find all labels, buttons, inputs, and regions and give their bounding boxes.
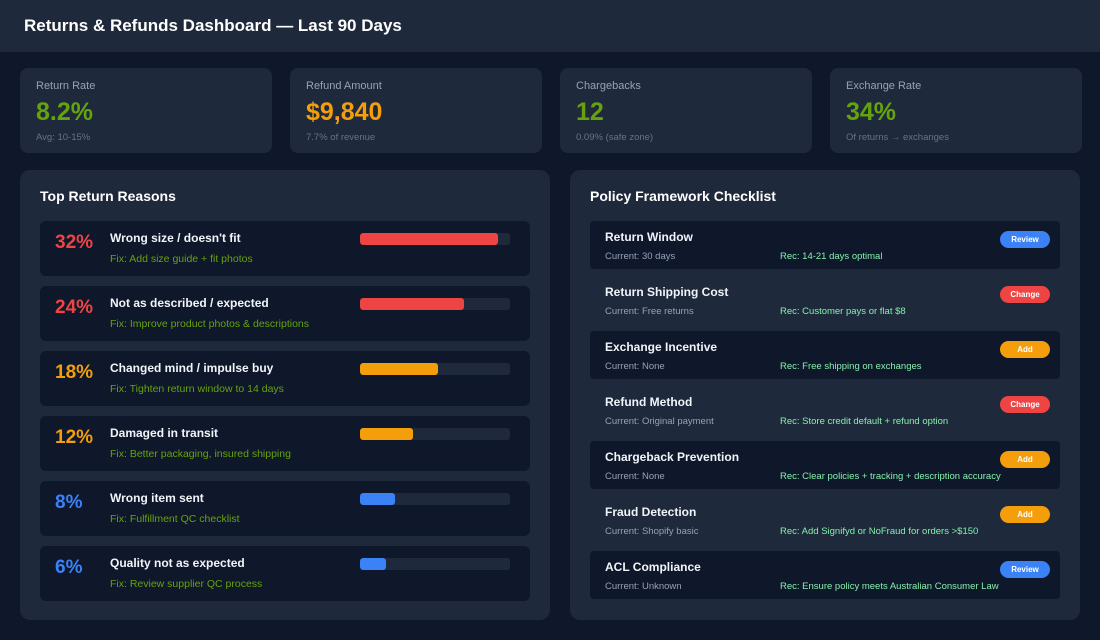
- kpi-card-return-rate: Return Rate 8.2% Avg: 10-15%: [20, 68, 272, 153]
- policy-current-value: Current: Original payment: [605, 416, 714, 427]
- reason-fix: Fix: Improve product photos & descriptio…: [110, 318, 310, 330]
- policy-row: Return Window Current: 30 days Rec: 14-21 …: [590, 221, 1060, 269]
- reason-row: 8% Wrong item sent Fix: Fulfillment QC che…: [40, 481, 530, 536]
- reason-fix: Fix: Fulfillment QC checklist: [110, 513, 240, 525]
- reason-row: 24% Not as described / expected Fix: Impro…: [40, 286, 530, 341]
- policy-checklist-panel: Policy Framework Checklist Return Window…: [570, 170, 1080, 620]
- reason-row: 18% Changed mind / impulse buy Fix: Tighte…: [40, 351, 530, 406]
- reason-percent: 8%: [55, 492, 83, 513]
- policy-current-value: Current: Shopify basic: [605, 526, 699, 537]
- reason-row: 6% Quality not as expected Fix: Review sup…: [40, 546, 530, 601]
- reason-title: Wrong size / doesn't fit: [110, 231, 241, 245]
- policy-title: Exchange Incentive: [605, 340, 718, 354]
- kpi-label: Exchange Rate: [846, 80, 922, 92]
- reason-bar-track: [360, 298, 510, 310]
- policy-row: Fraud Detection Current: Shopify basic Rec…: [590, 496, 1060, 544]
- header-bar: Returns & Refunds Dashboard — Last 90 Da…: [0, 0, 1100, 52]
- reason-bar-fill: [360, 363, 438, 375]
- reason-row: 12% Damaged in transit Fix: Better packagi…: [40, 416, 530, 471]
- reason-bar-fill: [360, 233, 498, 245]
- kpi-card-chargebacks: Chargebacks 12 0.09% (safe zone): [560, 68, 812, 153]
- kpi-value: 34%: [846, 98, 897, 126]
- reason-title: Wrong item sent: [110, 491, 204, 505]
- reason-bar-fill: [360, 558, 386, 570]
- reason-bar-track: [360, 493, 510, 505]
- reason-bar-track: [360, 233, 510, 245]
- kpi-card-exchange-rate: Exchange Rate 34% Of returns → exchanges: [830, 68, 1082, 153]
- policy-row: ACL Compliance Current: Unknown Rec: Ensur…: [590, 551, 1060, 599]
- reason-percent: 24%: [55, 297, 94, 318]
- kpi-subtext: 7.7% of revenue: [306, 132, 376, 143]
- policy-row: Return Shipping Cost Current: Free return…: [590, 276, 1060, 324]
- kpi-label: Refund Amount: [306, 80, 382, 92]
- kpi-subtext: Avg: 10-15%: [36, 132, 91, 143]
- reason-percent: 32%: [55, 232, 94, 253]
- policy-current-value: Current: None: [605, 361, 665, 372]
- kpi-subtext: Of returns → exchanges: [846, 132, 949, 143]
- policy-title: Refund Method: [605, 395, 693, 409]
- policy-action-badge[interactable]: Change: [1000, 286, 1050, 303]
- policy-current-value: Current: Free returns: [605, 306, 694, 317]
- policy-action-badge[interactable]: Add: [1000, 506, 1050, 523]
- policy-recommendation: Rec: Ensure policy meets Australian Cons…: [780, 581, 999, 592]
- kpi-card-refund-amount: Refund Amount $9,840 7.7% of revenue: [290, 68, 542, 153]
- policy-title: Fraud Detection: [605, 505, 697, 519]
- reason-fix: Fix: Review supplier QC process: [110, 578, 263, 590]
- policy-title: Chargeback Prevention: [605, 450, 740, 464]
- reason-bar-fill: [360, 493, 395, 505]
- policy-current-value: Current: Unknown: [605, 581, 682, 592]
- reason-bar-track: [360, 428, 510, 440]
- panel-title: Top Return Reasons: [40, 188, 176, 204]
- policy-row: Refund Method Current: Original payment Re…: [590, 386, 1060, 434]
- reason-title: Quality not as expected: [110, 556, 245, 570]
- reason-bar-fill: [360, 298, 464, 310]
- page-title: Returns & Refunds Dashboard — Last 90 Da…: [24, 16, 402, 35]
- reason-bar-fill: [360, 428, 413, 440]
- policy-row: Exchange Incentive Current: None Rec: Free…: [590, 331, 1060, 379]
- reason-fix: Fix: Better packaging, insured shipping: [110, 448, 291, 460]
- reason-title: Damaged in transit: [110, 426, 219, 440]
- reasons-list: 32% Wrong size / doesn't fit Fix: Add size…: [40, 221, 530, 601]
- policy-recommendation: Rec: Store credit default + refund optio…: [780, 416, 949, 427]
- policy-recommendation: Rec: Add Signifyd or NoFraud for orders …: [780, 526, 979, 537]
- kpi-value: 8.2%: [36, 98, 93, 126]
- policy-action-badge[interactable]: Change: [1000, 396, 1050, 413]
- reason-fix: Fix: Tighten return window to 14 days: [110, 383, 284, 395]
- policy-action-badge[interactable]: Add: [1000, 341, 1050, 358]
- policy-current-value: Current: 30 days: [605, 251, 676, 262]
- reason-title: Not as described / expected: [110, 296, 269, 310]
- policy-title: ACL Compliance: [605, 560, 701, 574]
- kpi-label: Chargebacks: [576, 80, 641, 92]
- policy-recommendation: Rec: Customer pays or flat $8: [780, 306, 906, 317]
- policy-current-value: Current: None: [605, 471, 665, 482]
- policy-title: Return Window: [605, 230, 693, 244]
- policy-recommendation: Rec: 14-21 days optimal: [780, 251, 883, 262]
- kpi-value: $9,840: [306, 98, 383, 126]
- kpi-value: 12: [576, 98, 604, 126]
- policy-action-badge[interactable]: Review: [1000, 561, 1050, 578]
- policy-recommendation: Rec: Clear policies + tracking + descrip…: [780, 471, 1001, 482]
- policy-title: Return Shipping Cost: [605, 285, 729, 299]
- reason-bar-track: [360, 363, 510, 375]
- policy-action-badge[interactable]: Add: [1000, 451, 1050, 468]
- reason-fix: Fix: Add size guide + fit photos: [110, 253, 253, 265]
- policy-list: Return Window Current: 30 days Rec: 14-21 …: [590, 221, 1060, 599]
- reason-percent: 12%: [55, 427, 94, 448]
- reason-percent: 6%: [55, 557, 83, 578]
- reason-row: 32% Wrong size / doesn't fit Fix: Add size…: [40, 221, 530, 276]
- reason-percent: 18%: [55, 362, 94, 383]
- reason-bar-track: [360, 558, 510, 570]
- return-reasons-panel: Top Return Reasons 32% Wrong size / doesn…: [20, 170, 550, 620]
- panel-title: Policy Framework Checklist: [590, 188, 776, 204]
- kpi-subtext: 0.09% (safe zone): [576, 132, 654, 143]
- policy-action-badge[interactable]: Review: [1000, 231, 1050, 248]
- kpi-label: Return Rate: [36, 80, 96, 92]
- policy-recommendation: Rec: Free shipping on exchanges: [780, 361, 922, 372]
- policy-row: Chargeback Prevention Current: None Rec: C…: [590, 441, 1060, 489]
- reason-title: Changed mind / impulse buy: [110, 361, 274, 375]
- kpi-row: Return Rate 8.2% Avg: 10-15% Refund Amou…: [20, 68, 1082, 153]
